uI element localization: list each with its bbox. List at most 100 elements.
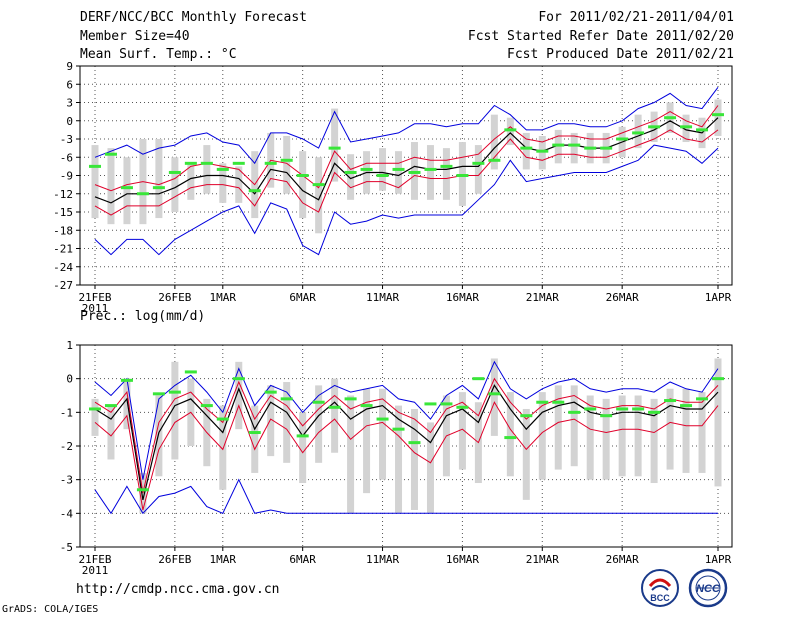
temp-xtick-label: 16MAR	[446, 291, 479, 304]
temp-observed-mark	[280, 158, 293, 162]
prec-spread-bar	[299, 412, 307, 484]
precip-panel-title: Prec.: log(mm/d)	[80, 309, 206, 324]
temp-ytick-label: -12	[53, 188, 73, 201]
prec-observed-mark	[344, 397, 357, 401]
prec-spread-bar	[714, 358, 722, 487]
prec-observed-mark	[89, 407, 101, 411]
prec-observed-mark	[264, 390, 277, 394]
prec-spread-bar	[315, 385, 323, 463]
prec-mean-line	[94, 384, 719, 501]
temp-observed-mark	[248, 189, 261, 193]
temp-xtick-label: 26MAR	[606, 291, 639, 304]
prec-xtick-label: 6MAR	[289, 553, 316, 566]
prec-observed-mark	[200, 404, 213, 408]
prec-observed-mark	[392, 427, 405, 431]
temp-observed-mark	[120, 186, 133, 190]
bcc-logo-text: BCC	[650, 593, 670, 603]
temp-spread-bar	[506, 117, 514, 146]
prec-spread-bar	[554, 385, 562, 470]
temp-observed-mark	[568, 143, 581, 147]
prec-observed-mark	[328, 405, 341, 409]
prec-spread-bar	[363, 388, 371, 494]
temp-observed-mark	[360, 167, 373, 171]
prec-spread-bar	[219, 405, 227, 490]
prec-inner-upper-line	[94, 377, 719, 494]
temp-spread-bar	[458, 142, 466, 206]
temp-ytick-label: -21	[53, 243, 73, 256]
temp-mean-line	[94, 117, 719, 204]
prec-outer-upper-line	[94, 360, 719, 480]
bcc-logo-icon: BCC	[641, 569, 679, 607]
temp-spread-bar	[347, 154, 355, 200]
temp-spread-bar	[235, 166, 243, 203]
prec-ytick-label: -5	[60, 541, 73, 554]
temp-spread-bar	[410, 142, 418, 200]
prec-ytick-label: 0	[66, 373, 73, 386]
temp-observed-mark	[296, 174, 309, 177]
temp-xtick-label: 11MAR	[366, 291, 399, 304]
prec-ytick-label: -3	[60, 474, 73, 487]
prec-observed-mark	[552, 400, 565, 404]
temp-observed-mark	[536, 149, 549, 153]
temp-spread-bar	[442, 148, 450, 200]
refer-date: Fcst Started Refer Date 2011/02/20	[467, 29, 734, 44]
prec-observed-mark	[216, 417, 229, 421]
prec-xtick-label: 21FEB	[78, 553, 111, 566]
prec-spread-bar	[107, 405, 115, 460]
prec-observed-mark	[680, 404, 693, 408]
temp-observed-mark	[408, 170, 421, 174]
temp-outer-upper-line	[94, 86, 719, 165]
temp-spread-bar	[570, 132, 578, 164]
temp-spread-bar	[187, 163, 195, 200]
temp-inner-lower-line	[94, 129, 719, 216]
prec-ytick-label: -1	[60, 406, 73, 419]
temp-observed-mark	[520, 146, 533, 150]
temp-spread-bar	[123, 157, 131, 225]
temp-ytick-label: 9	[66, 60, 73, 73]
temp-spread-bar	[91, 145, 99, 219]
prec-observed-mark	[296, 434, 309, 438]
temp-ytick-label: -9	[60, 170, 73, 183]
prec-observed-mark	[120, 378, 133, 382]
temp-spread-bar	[554, 129, 562, 164]
prec-observed-mark	[424, 402, 437, 406]
temp-xtick-label: 6MAR	[289, 291, 316, 304]
temp-observed-mark	[440, 164, 453, 168]
temp-ytick-label: -6	[60, 151, 73, 164]
prec-observed-mark	[568, 410, 581, 414]
temp-observed-mark	[312, 183, 325, 187]
prec-spread-bar	[155, 395, 163, 477]
prec-spread-bar	[570, 385, 578, 467]
prec-spread-bar	[410, 408, 418, 510]
temp-ytick-label: -18	[53, 224, 73, 237]
prec-observed-mark	[248, 431, 261, 435]
prec-observed-mark	[408, 441, 421, 445]
prec-xtick-label: 21MAR	[526, 553, 559, 566]
temp-observed-mark	[136, 192, 149, 196]
temp-observed-mark	[104, 152, 117, 156]
prec-xtick-label: 11MAR	[366, 553, 399, 566]
temp-spread-bar	[315, 157, 323, 234]
temp-inner-upper-line	[94, 105, 719, 192]
temp-observed-mark	[696, 128, 709, 132]
footer-url[interactable]: http://cmdp.ncc.cma.gov.cn	[76, 582, 280, 597]
temp-spread-bar	[283, 135, 291, 194]
temp-xtick-label: 26FEB	[158, 291, 191, 304]
prec-ytick-label: -4	[60, 507, 74, 520]
temp-xtick-label: 1APR	[705, 291, 732, 304]
temp-spread-bar	[299, 151, 307, 219]
produced-date: Fcst Produced Date 2011/02/21	[507, 47, 734, 62]
temp-spread-bar	[379, 148, 387, 191]
prec-observed-mark	[712, 377, 724, 381]
temp-ytick-label: 6	[66, 78, 73, 91]
temp-observed-mark	[376, 174, 389, 177]
temp-observed-mark	[600, 146, 613, 150]
temp-observed-mark	[328, 146, 341, 150]
temp-observed-mark	[392, 167, 405, 171]
prec-observed-mark	[104, 404, 117, 408]
temp-spread-bar	[107, 148, 115, 225]
temp-ytick-label: -15	[53, 206, 73, 219]
prec-observed-mark	[360, 404, 373, 408]
temp-spread-bar	[634, 114, 642, 149]
